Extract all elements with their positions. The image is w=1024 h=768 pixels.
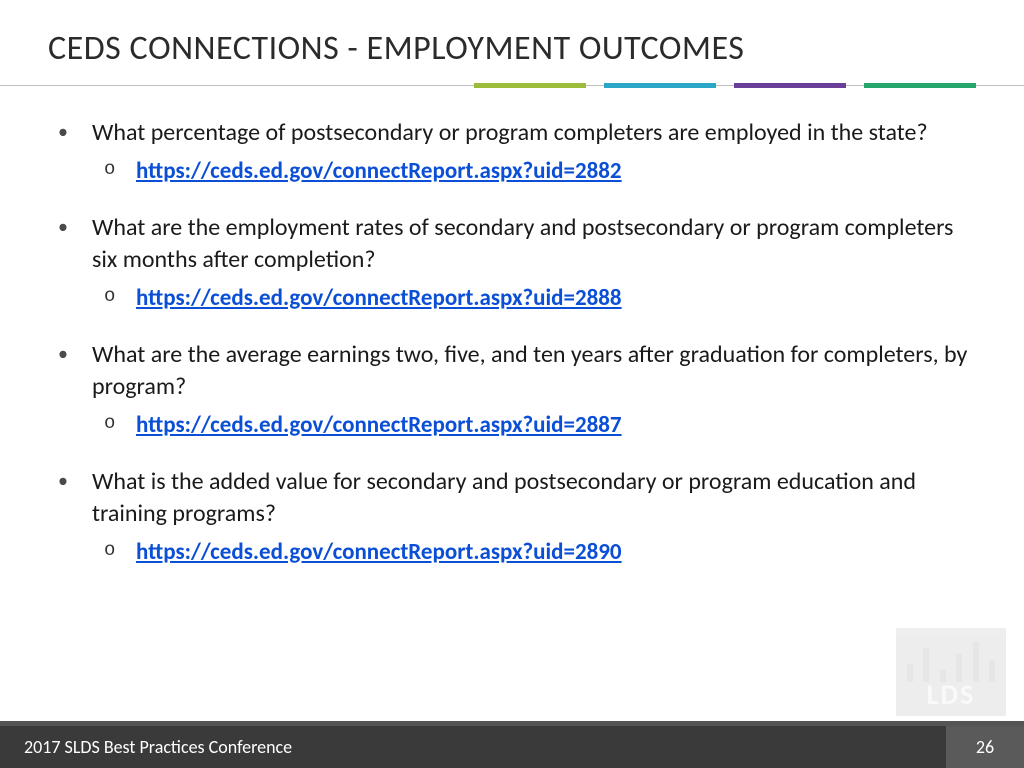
footer-text: 2017 SLDS Best Practices Conference [0,726,946,768]
bullet-list: What percentage of postsecondary or prog… [48,117,976,567]
sub-list: https://ceds.ed.gov/connectReport.aspx?u… [92,536,976,568]
sub-list: https://ceds.ed.gov/connectReport.aspx?u… [92,282,976,314]
sub-item: https://ceds.ed.gov/connectReport.aspx?u… [92,155,976,187]
watermark-bar [989,660,995,682]
bullet-text: What percentage of postsecondary or prog… [92,117,976,149]
report-link[interactable]: https://ceds.ed.gov/connectReport.aspx?u… [136,538,622,566]
accent-bar [864,83,976,88]
accent-bar [604,83,716,88]
watermark-bar [940,670,946,682]
accent-bar [474,83,586,88]
watermark-logo: LDS [896,628,1006,716]
accent-bars [474,83,976,88]
sub-list: https://ceds.ed.gov/connectReport.aspx?u… [92,409,976,441]
watermark-bar [923,648,929,682]
title-seg: CEDS C [48,28,148,69]
bullet-text: What is the added value for secondary an… [92,466,976,529]
slide: CEDS CONNECTIONS - EMPLOYMENT OUTCOMES W… [0,0,1024,768]
sub-item: https://ceds.ed.gov/connectReport.aspx?u… [92,282,976,314]
content-area: What percentage of postsecondary or prog… [48,117,976,567]
report-link[interactable]: https://ceds.ed.gov/connectReport.aspx?u… [136,284,622,312]
watermark-bar [907,664,913,682]
title-divider [48,83,976,89]
accent-bar [734,83,846,88]
watermark-bar [956,654,962,682]
footer: 2017 SLDS Best Practices Conference 26 [0,726,1024,768]
sub-list: https://ceds.ed.gov/connectReport.aspx?u… [92,155,976,187]
slide-title: CEDS CONNECTIONS - EMPLOYMENT OUTCOMES [48,28,976,69]
bullet-item: What percentage of postsecondary or prog… [48,117,976,186]
bullet-text: What are the employment rates of seconda… [92,212,976,275]
bullet-item: What is the added value for secondary an… [48,466,976,567]
report-link[interactable]: https://ceds.ed.gov/connectReport.aspx?u… [136,411,622,439]
watermark-text: LDS [927,677,976,712]
title-seg: O [571,28,602,69]
watermark-bars [896,636,1006,682]
title-seg: - E [339,28,383,69]
bullet-item: What are the employment rates of seconda… [48,212,976,313]
sub-item: https://ceds.ed.gov/connectReport.aspx?u… [92,536,976,568]
title-seg: MPLOYMENT [384,28,571,69]
title-seg: ONNECTIONS [148,28,339,69]
watermark-bar [973,642,979,682]
bullet-item: What are the average earnings two, five,… [48,339,976,440]
report-link[interactable]: https://ceds.ed.gov/connectReport.aspx?u… [136,157,622,185]
title-seg: UTCOMES [602,28,745,69]
page-number: 26 [946,726,1024,768]
sub-item: https://ceds.ed.gov/connectReport.aspx?u… [92,409,976,441]
bullet-text: What are the average earnings two, five,… [92,339,976,402]
